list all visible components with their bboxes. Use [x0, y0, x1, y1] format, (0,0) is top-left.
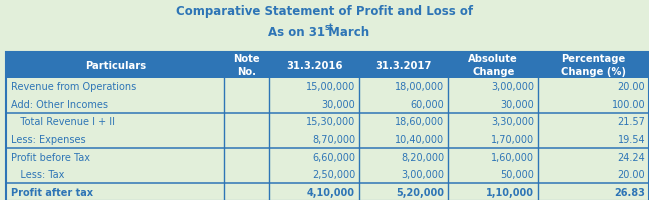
Text: 8,70,000: 8,70,000 — [312, 134, 355, 144]
Text: 1,10,000: 1,10,000 — [486, 187, 534, 197]
Text: Less: Tax: Less: Tax — [11, 169, 64, 179]
Text: 10,40,000: 10,40,000 — [395, 134, 445, 144]
Text: 21.57: 21.57 — [617, 117, 645, 127]
Text: Add: Other Incomes: Add: Other Incomes — [11, 99, 108, 109]
Text: 1,60,000: 1,60,000 — [491, 152, 534, 162]
Text: 18,00,000: 18,00,000 — [395, 82, 445, 92]
Text: 100.00: 100.00 — [611, 99, 645, 109]
Text: Note
No.: Note No. — [233, 54, 260, 76]
Text: 15,30,000: 15,30,000 — [306, 117, 355, 127]
Text: 20.00: 20.00 — [617, 169, 645, 179]
Text: 30,000: 30,000 — [500, 99, 534, 109]
Text: 3,00,000: 3,00,000 — [491, 82, 534, 92]
Text: 26.83: 26.83 — [614, 187, 645, 197]
Text: 3,30,000: 3,30,000 — [491, 117, 534, 127]
Text: Revenue from Operations: Revenue from Operations — [11, 82, 136, 92]
Text: 8,20,000: 8,20,000 — [402, 152, 445, 162]
Text: Percentage
Change (%): Percentage Change (%) — [561, 54, 626, 76]
Text: March: March — [324, 26, 370, 39]
Text: 1,70,000: 1,70,000 — [491, 134, 534, 144]
Text: Comparative Statement of Profit and Loss of: Comparative Statement of Profit and Loss… — [176, 5, 473, 18]
Text: 30,000: 30,000 — [321, 99, 355, 109]
Text: Less: Expenses: Less: Expenses — [11, 134, 86, 144]
Text: Profit after tax: Profit after tax — [11, 187, 93, 197]
Text: 60,000: 60,000 — [411, 99, 445, 109]
Text: 4,10,000: 4,10,000 — [307, 187, 355, 197]
Text: 3,00,000: 3,00,000 — [402, 169, 445, 179]
Text: 5,20,000: 5,20,000 — [397, 187, 445, 197]
Text: 15,00,000: 15,00,000 — [306, 82, 355, 92]
Text: As on 31: As on 31 — [267, 26, 324, 39]
Text: Profit before Tax: Profit before Tax — [11, 152, 90, 162]
Text: Absolute
Change: Absolute Change — [469, 54, 518, 76]
Text: 6,60,000: 6,60,000 — [312, 152, 355, 162]
Text: 18,60,000: 18,60,000 — [395, 117, 445, 127]
Text: 31.3.2017: 31.3.2017 — [376, 60, 432, 70]
Text: 2,50,000: 2,50,000 — [312, 169, 355, 179]
Text: 20.00: 20.00 — [617, 82, 645, 92]
Text: 31.3.2016: 31.3.2016 — [286, 60, 343, 70]
Text: 19.54: 19.54 — [617, 134, 645, 144]
Text: 50,000: 50,000 — [500, 169, 534, 179]
Text: Total Revenue I + II: Total Revenue I + II — [11, 117, 115, 127]
Text: 24.24: 24.24 — [617, 152, 645, 162]
Text: st: st — [324, 23, 334, 32]
Text: Particulars: Particulars — [84, 60, 146, 70]
